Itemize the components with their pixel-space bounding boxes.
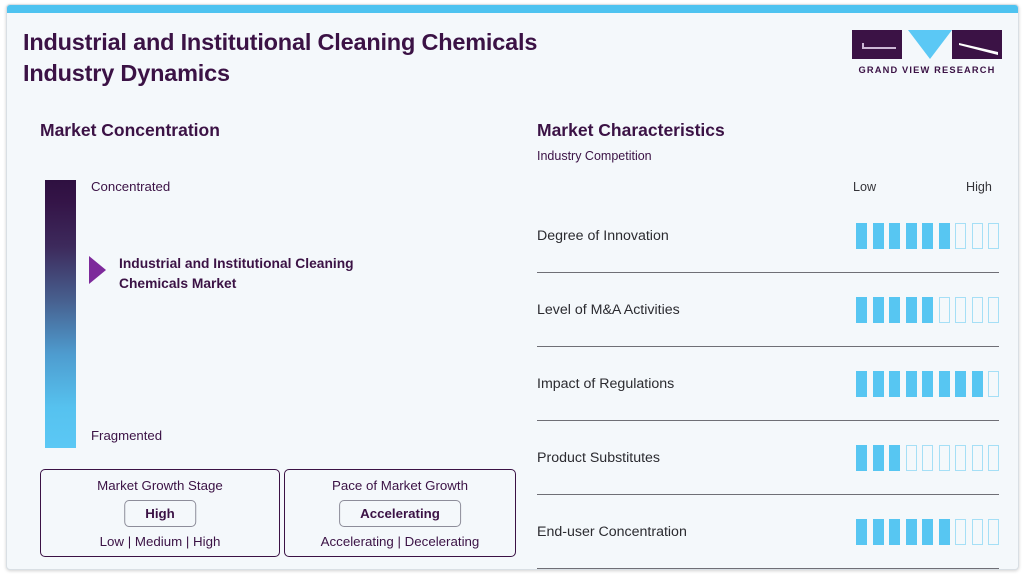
meter-segment-filled [905, 370, 917, 397]
market-concentration-heading: Market Concentration [40, 120, 220, 140]
meter-segment-filled [889, 444, 900, 471]
meter-segment-filled [856, 444, 867, 471]
market-growth-stage-box: Market Growth Stage High Low | Medium | … [40, 469, 280, 557]
meter-segment-filled [905, 222, 917, 249]
meter-segment-empty [971, 296, 983, 323]
market-characteristics-heading: Market Characteristics [537, 120, 725, 140]
meter-segment-filled [872, 370, 884, 397]
meter-segment-empty [971, 518, 983, 545]
infographic-card: Industrial and Institutional Cleaning Ch… [6, 4, 1019, 570]
meter-segment-filled [922, 370, 933, 397]
meter-segment-empty [922, 444, 933, 471]
meter-segment-filled [889, 222, 900, 249]
characteristic-meter [856, 222, 999, 249]
meter-segment-filled [938, 518, 950, 545]
characteristics-rows: Degree of Innovation Level of M&A Activit… [537, 199, 999, 569]
page-title: Industrial and Institutional Cleaning Ch… [23, 27, 703, 90]
meter-segment-empty [988, 370, 999, 397]
market-growth-pace-options: Accelerating | Decelerating [320, 534, 480, 549]
meter-segment-filled [922, 518, 933, 545]
meter-segment-empty [971, 222, 983, 249]
brand-logo: GRAND VIEW RESEARCH [852, 29, 1002, 85]
concentration-bottom-label: Fragmented [91, 428, 163, 443]
logo-right-inner-line-icon [959, 43, 998, 55]
page-title-line-2: Industry Dynamics [23, 60, 230, 87]
characteristic-label: End-user Concentration [537, 523, 687, 540]
characteristic-meter [856, 518, 999, 545]
meter-segment-empty [988, 444, 999, 471]
page-title-line-1: Industrial and Institutional Cleaning Ch… [23, 29, 538, 55]
meter-segment-empty [955, 222, 966, 249]
meter-segment-filled [938, 222, 950, 249]
characteristic-label: Product Substitutes [537, 449, 661, 466]
meter-segment-filled [889, 518, 900, 545]
meter-segment-filled [922, 296, 933, 323]
market-position-label-line-2: Chemicals Market [119, 275, 237, 291]
characteristic-row: Level of M&A Activities [537, 273, 999, 347]
market-growth-stage-options: Low | Medium | High [99, 534, 221, 549]
characteristic-label: Level of M&A Activities [537, 301, 680, 318]
characteristic-label: Impact of Regulations [537, 375, 675, 392]
meter-segment-empty [905, 444, 917, 471]
concentration-top-label: Concentrated [91, 179, 171, 194]
meter-segment-filled [872, 444, 884, 471]
meter-segment-filled [872, 518, 884, 545]
top-accent-bar [7, 5, 1018, 13]
characteristic-row: End-user Concentration [537, 495, 999, 569]
meter-segment-filled [955, 370, 966, 397]
meter-segment-empty [988, 222, 999, 249]
market-growth-pace-title: Pace of Market Growth [332, 478, 468, 493]
meter-segment-empty [988, 518, 999, 545]
meter-segment-empty [938, 296, 950, 323]
meter-segment-filled [905, 296, 917, 323]
scale-label-low: Low [853, 180, 877, 194]
concentration-gradient-bar [45, 180, 76, 448]
meter-segment-filled [856, 222, 867, 249]
characteristic-meter [856, 444, 999, 471]
meter-segment-filled [971, 370, 983, 397]
meter-segment-filled [856, 518, 867, 545]
characteristic-meter [856, 370, 999, 397]
market-position-label-line-1: Industrial and Institutional Cleaning [119, 256, 354, 271]
logo-triangle-icon [908, 30, 952, 59]
market-characteristics-subheading: Industry Competition [537, 149, 652, 163]
meter-segment-filled [872, 296, 884, 323]
meter-segment-filled [856, 296, 867, 323]
meter-segment-filled [922, 222, 933, 249]
meter-segment-empty [955, 296, 966, 323]
logo-brand-name: GRAND VIEW RESEARCH [858, 65, 996, 75]
characteristic-row: Product Substitutes [537, 421, 999, 495]
meter-segment-filled [938, 370, 950, 397]
meter-segment-filled [905, 518, 917, 545]
market-growth-pace-box: Pace of Market Growth Accelerating Accel… [284, 469, 516, 557]
scale-label-high: High [966, 180, 992, 194]
market-position-label: Industrial and Institutional Cleaning Ch… [119, 254, 429, 293]
characteristic-row: Degree of Innovation [537, 199, 999, 273]
meter-segment-filled [856, 370, 867, 397]
meter-segment-empty [955, 518, 966, 545]
market-growth-stage-title: Market Growth Stage [97, 478, 223, 493]
meter-segment-empty [988, 296, 999, 323]
characteristic-row: Impact of Regulations [537, 347, 999, 421]
meter-segment-filled [889, 370, 900, 397]
meter-segment-filled [872, 222, 884, 249]
logo-left-inner-line-icon [862, 43, 896, 49]
logo-rectangle-left-icon [852, 30, 902, 59]
characteristic-meter [856, 296, 999, 323]
logo-glyphs-svg [852, 30, 1002, 59]
market-growth-stage-value: High [124, 500, 196, 527]
meter-segment-empty [955, 444, 966, 471]
market-position-marker-icon [89, 256, 106, 284]
meter-segment-empty [971, 444, 983, 471]
characteristic-label: Degree of Innovation [537, 227, 669, 244]
logo-marks [852, 29, 1002, 61]
meter-segment-empty [938, 444, 950, 471]
meter-segment-filled [889, 296, 900, 323]
market-growth-pace-value: Accelerating [339, 500, 461, 527]
